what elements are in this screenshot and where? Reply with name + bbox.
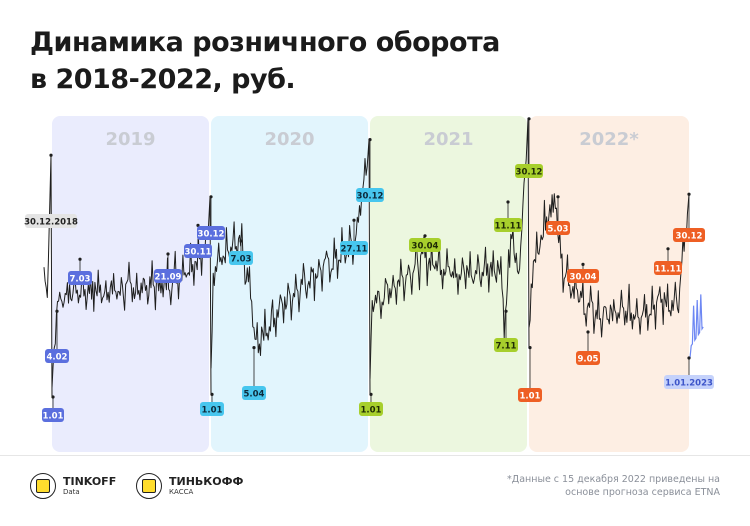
- annotation-label-1-01-12: 1.01: [361, 406, 382, 416]
- footer-divider: [0, 455, 750, 456]
- annotation-label-30-12-11: 30.12: [357, 192, 384, 202]
- annotation-label-5-03-18: 5.03: [548, 225, 569, 235]
- annotation-point-7-11-15: [504, 309, 508, 313]
- tinkoff-kassa-shield-icon: [136, 473, 162, 499]
- annotation-label-7-03-8: 7.03: [231, 255, 252, 265]
- annotation-label-5-04-9: 5.04: [244, 390, 265, 400]
- annotation-label-box-1-01-1: [42, 408, 64, 422]
- annotation-point-30-12-16: [527, 117, 531, 121]
- annotation-point-11-11-21: [666, 247, 670, 251]
- annotation-label-1-01-17: 1.01: [520, 392, 541, 402]
- annotation-point-7-03-3: [78, 257, 82, 261]
- annotation-label-30-04-19: 30.04: [570, 273, 597, 283]
- annotation-label-box-7-03-3: [68, 271, 92, 285]
- period-band-2020: [211, 116, 368, 452]
- annotation-point-4-02-2: [55, 309, 59, 313]
- annotation-point-1-01-2023-23: [687, 356, 691, 360]
- series-line-forecast: [689, 294, 704, 359]
- period-label-2019: 2019: [105, 129, 156, 150]
- tinkoff-kassa-logo: ТИНЬКОФФ КАССА: [136, 472, 243, 500]
- annotation-point-21-09-4: [166, 252, 170, 256]
- annotation-label-box-1-01-7: [200, 402, 224, 416]
- period-label-2021: 2021: [423, 129, 474, 150]
- period-band-2021: [370, 116, 527, 452]
- annotation-label-box-30-12-6: [197, 226, 225, 240]
- annotation-point-30-12-2018-0: [49, 153, 53, 157]
- period-label-2022: 2022*: [579, 129, 639, 150]
- annotation-label-box-5-03-18: [546, 221, 570, 235]
- annotation-point-1-01-17: [528, 346, 532, 350]
- annotation-label-7-03-3: 7.03: [70, 275, 91, 285]
- annotation-label-7-11-15: 7.11: [496, 342, 517, 352]
- annotation-label-box-4-02-2: [45, 349, 69, 363]
- annotation-label-21-09-4: 21.09: [155, 273, 182, 283]
- annotation-point-30-12-22: [687, 192, 691, 196]
- annotation-label-box-1-01-2023-23: [664, 375, 714, 389]
- series-line-2022: [528, 193, 690, 338]
- annotation-label-30-12-16: 30.12: [516, 168, 543, 178]
- chart-title-line-1: Динамика розничного оборота: [30, 27, 500, 58]
- annotation-label-box-11-11-21: [654, 261, 682, 275]
- annotation-label-30-12-2018-0: 30.12.2018: [24, 218, 78, 228]
- annotation-label-box-30-04-13: [409, 238, 441, 252]
- annotation-label-box-9-05-20: [576, 351, 600, 365]
- annotation-point-27-11-10: [352, 218, 356, 222]
- annotation-point-9-05-20: [586, 330, 590, 334]
- annotation-label-box-11-11-14: [494, 218, 522, 232]
- tinkoff-data-logo-name: TINKOFF: [63, 474, 117, 488]
- annotation-label-box-1-01-17: [518, 388, 542, 402]
- annotation-label-1-01-2023-23: 1.01.2023: [665, 379, 713, 389]
- annotation-label-box-30-12-11: [356, 188, 384, 202]
- annotation-point-1-01-7: [210, 392, 214, 396]
- annotation-label-9-05-20: 9.05: [578, 355, 599, 365]
- tinkoff-shield-icon: [30, 473, 56, 499]
- annotation-label-30-12-22: 30.12: [676, 232, 703, 242]
- series-line-2019: [51, 196, 212, 395]
- tinkoff-data-logo-sub: Data: [63, 487, 80, 496]
- annotation-label-1-01-1: 1.01: [43, 412, 64, 422]
- annotation-point-5-03-18: [556, 195, 560, 199]
- chart-title: Динамика розничного оборота в 2018-2022,…: [30, 24, 500, 98]
- tinkoff-kassa-logo-name: ТИНЬКОФФ: [169, 474, 244, 488]
- turnover-line-chart: 30.12.2018 1.01 4.02 7.03 21.09 30.11 30.12 1.0…: [24, 117, 714, 422]
- series-line-2020: [210, 139, 371, 395]
- tinkoff-kassa-logo-sub: КАССА: [169, 487, 194, 496]
- annotation-point-1-01-12: [369, 392, 373, 396]
- annotation-point-11-11-14: [506, 200, 510, 204]
- annotation-label-11-11-14: 11.11: [495, 222, 522, 232]
- annotation-label-box-1-01-12: [359, 402, 383, 416]
- annotation-point-30-04-19: [581, 262, 585, 266]
- annotation-label-1-01-7: 1.01: [202, 406, 223, 416]
- annotation-point-5-04-9: [252, 346, 256, 350]
- annotation-point-1-01-1: [51, 395, 55, 399]
- annotation-label-box-5-04-9: [242, 386, 266, 400]
- annotation-label-box-30-12-2018-0: [25, 214, 77, 228]
- annotation-label-27-11-10: 27.11: [341, 245, 368, 255]
- annotation-point-30-12-11: [368, 138, 372, 142]
- annotation-label-box-7-03-8: [229, 251, 253, 265]
- annotation-label-30-04-13: 30.04: [412, 242, 439, 252]
- chart-title-line-2: в 2018-2022, руб.: [30, 64, 296, 95]
- annotation-label-box-27-11-10: [340, 241, 368, 255]
- series-line-2021: [369, 118, 530, 379]
- annotation-label-box-7-11-15: [494, 338, 518, 352]
- period-band-2022: [529, 116, 689, 452]
- annotation-label-30-12-6: 30.12: [198, 230, 225, 240]
- period-label-2020: 2020: [264, 129, 315, 150]
- annotation-point-30-11-5: [196, 223, 200, 227]
- annotation-point-30-12-6: [209, 195, 213, 199]
- annotation-label-box-30-12-22: [673, 228, 705, 242]
- annotation-label-box-30-11-5: [184, 244, 212, 258]
- tinkoff-data-logo: TINKOFF Data: [30, 472, 116, 500]
- annotation-label-box-30-04-19: [567, 269, 599, 283]
- annotation-point-30-04-13: [423, 234, 427, 238]
- annotation-label-11-11-21: 11.11: [655, 265, 682, 275]
- annotation-label-30-11-5: 30.11: [185, 248, 212, 258]
- annotation-label-box-21-09-4: [154, 269, 182, 283]
- footnote: *Данные с 15 декабря 2022 приведены на о…: [507, 474, 720, 498]
- annotation-label-box-30-12-16: [515, 164, 543, 178]
- annotation-point-7-03-8: [239, 239, 243, 243]
- annotation-label-4-02-2: 4.02: [47, 353, 68, 363]
